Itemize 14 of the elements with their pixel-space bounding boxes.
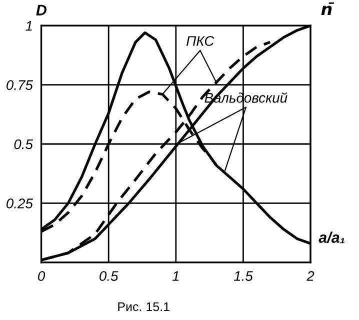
y-tick-label: 0.25	[6, 198, 33, 208]
x-tick-label: 2	[306, 271, 314, 281]
text: ПКС	[186, 36, 214, 46]
y2-axis-title: n̄	[321, 2, 334, 16]
x-tick-label: 0	[38, 271, 46, 281]
y-axis-title: D	[36, 4, 46, 16]
y-tick-label: 0.5	[14, 139, 33, 150]
x-tick-label: 1	[172, 271, 179, 281]
text: Рис. 15.1	[118, 302, 170, 312]
x-tick-label: 1.5	[234, 271, 253, 281]
y-tick-label: 1	[26, 21, 32, 31]
x-axis-title: a/a₁	[318, 232, 345, 244]
y-tick-label: 0.75	[6, 80, 33, 90]
x-tick-label: 0.5	[100, 271, 118, 281]
